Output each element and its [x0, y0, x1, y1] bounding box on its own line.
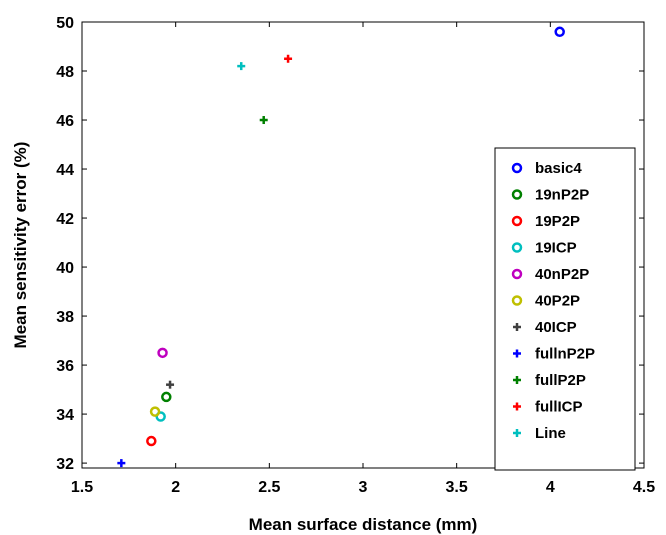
- y-tick-label: 36: [56, 358, 74, 375]
- legend-entry: 40P2P: [511, 293, 580, 310]
- legend-marker: [513, 349, 521, 358]
- x-tick-labels: 1.5 2 2.5 3 3.5 4 4.5: [71, 479, 655, 496]
- legend-label: fullP2P: [535, 372, 586, 389]
- x-tick-label: 2.5: [258, 479, 280, 496]
- legend-entry: 19ICP: [511, 240, 577, 257]
- y-tick-label: 48: [56, 64, 74, 81]
- data-point: [259, 116, 268, 125]
- legend-label: 40nP2P: [535, 266, 589, 283]
- legend-marker: [511, 215, 523, 227]
- legend-entry: Line: [513, 425, 566, 442]
- data-point: [161, 391, 172, 403]
- legend-entry: fullP2P: [513, 372, 586, 389]
- data-points: [117, 26, 565, 468]
- legend-label: 40P2P: [535, 293, 580, 310]
- legend-label: basic4: [535, 160, 582, 177]
- x-tick-label: 4.5: [633, 479, 655, 496]
- legend-label: fullICP: [535, 399, 583, 416]
- legend-marker: [511, 162, 523, 174]
- y-tick-label: 42: [56, 211, 74, 228]
- legend-entry: 40nP2P: [511, 266, 589, 283]
- legend-entry: fullICP: [513, 399, 583, 416]
- x-tick-label: 3: [359, 479, 368, 496]
- legend-entry: 40ICP: [513, 319, 577, 336]
- legend-label: fullnP2P: [535, 346, 595, 363]
- legend-label: 19P2P: [535, 213, 580, 230]
- y-tick-label: 38: [56, 309, 74, 326]
- legend-marker: [511, 295, 523, 306]
- legend-marker: [511, 268, 523, 280]
- legend-marker: [513, 402, 521, 411]
- legend-marker: [513, 323, 521, 331]
- legend-entry: basic4: [511, 160, 582, 177]
- x-tick-label: 3.5: [446, 479, 468, 496]
- legend: basic4 19nP2P 19P2P 19ICP 40nP2P 40P2P 40ICP fu…: [494, 147, 636, 471]
- y-tick-label: 40: [56, 260, 74, 277]
- data-point: [554, 26, 565, 38]
- legend-label: Line: [535, 425, 566, 442]
- legend-label: 40ICP: [535, 319, 577, 336]
- legend-marker: [513, 376, 521, 384]
- legend-entry: 19nP2P: [511, 187, 589, 204]
- data-point: [117, 459, 126, 468]
- legend-marker: [513, 429, 521, 437]
- x-tick-label: 4: [546, 479, 555, 496]
- legend-entry: fullnP2P: [513, 346, 595, 363]
- data-point: [237, 62, 246, 71]
- data-point: [157, 347, 168, 359]
- data-point: [166, 380, 175, 389]
- legend-label: 19ICP: [535, 240, 577, 257]
- data-point: [149, 406, 161, 417]
- legend-label: 19nP2P: [535, 187, 589, 204]
- legend-box: [494, 147, 636, 471]
- data-point: [146, 435, 157, 447]
- axis-ticks: [81, 21, 645, 468]
- y-tick-label: 34: [56, 407, 74, 424]
- y-tick-label: 32: [56, 456, 74, 473]
- legend-entry: 19P2P: [511, 213, 580, 230]
- y-tick-labels: 32 34 36 38 40 42 44 46 48 50: [56, 15, 74, 473]
- data-point: [284, 54, 293, 63]
- y-tick-label: 44: [56, 162, 74, 179]
- y-axis-label: Mean sensitivity error (%): [11, 142, 30, 349]
- x-tick-label: 2: [171, 479, 180, 496]
- x-axis-label: Mean surface distance (mm): [249, 515, 478, 534]
- legend-marker: [511, 242, 523, 253]
- y-tick-label: 46: [56, 113, 74, 130]
- legend-marker: [511, 189, 523, 200]
- y-tick-label: 50: [56, 15, 74, 32]
- x-tick-label: 1.5: [71, 479, 93, 496]
